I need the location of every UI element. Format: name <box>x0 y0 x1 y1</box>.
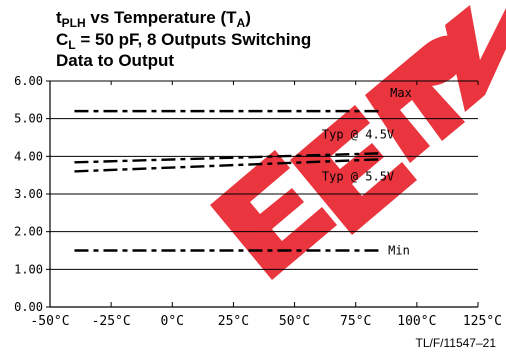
series-line <box>74 158 381 173</box>
series-label-typ-4-5v: Typ @ 4.5V <box>322 127 394 141</box>
x-tick-label: 25°C <box>218 314 249 329</box>
y-tick-label: 5.00 <box>14 112 43 126</box>
x-tick-label: 125°C <box>463 314 502 329</box>
x-tick-label: -50°C <box>30 314 69 329</box>
chart-title-line-2: CL = 50 pF, 8 Outputs Switching <box>56 30 312 52</box>
chart-title-line-3: Data to Output <box>56 51 175 70</box>
x-tick-label: 50°C <box>279 314 310 329</box>
title-subscript-l: L <box>68 38 76 52</box>
title-subscript-plh: PLH <box>61 16 86 30</box>
y-tick-label: 6.00 <box>14 74 43 88</box>
y-tick-label: 3.00 <box>14 187 43 201</box>
title-load-conditions: = 50 pF, 8 Outputs Switching <box>75 30 312 49</box>
x-tick-label: 0°C <box>161 314 184 329</box>
x-tick-label: 75°C <box>340 314 371 329</box>
y-tick-label: 2.00 <box>14 225 43 239</box>
title-close-paren: ) <box>245 8 251 27</box>
plot-area: 0.00 1.00 2.00 3.00 4.00 5.00 6.00 -50°C -25°C 0°… <box>14 74 502 329</box>
series-label-max: Max <box>390 86 412 100</box>
y-tick-label: 1.00 <box>14 262 43 276</box>
title-vs-temperature: vs Temperature (T <box>85 8 237 27</box>
x-tick-label: -25°C <box>92 314 131 329</box>
title-symbol-t: t <box>56 8 62 27</box>
series-label-min: Min <box>388 244 410 258</box>
x-tick-label: 100°C <box>397 314 436 329</box>
y-tick-label: 0.00 <box>14 300 43 314</box>
figure-code: TL/F/11547–21 <box>415 336 496 350</box>
series-line <box>74 152 381 164</box>
title-symbol-c: C <box>56 30 69 49</box>
series-label-typ-5-5v: Typ @ 5.5V <box>322 169 394 183</box>
title-subscript-a: A <box>236 16 246 30</box>
y-tick-label: 4.00 <box>14 149 43 163</box>
chart-title-line-1: tPLH vs Temperature (TA) <box>56 8 251 30</box>
